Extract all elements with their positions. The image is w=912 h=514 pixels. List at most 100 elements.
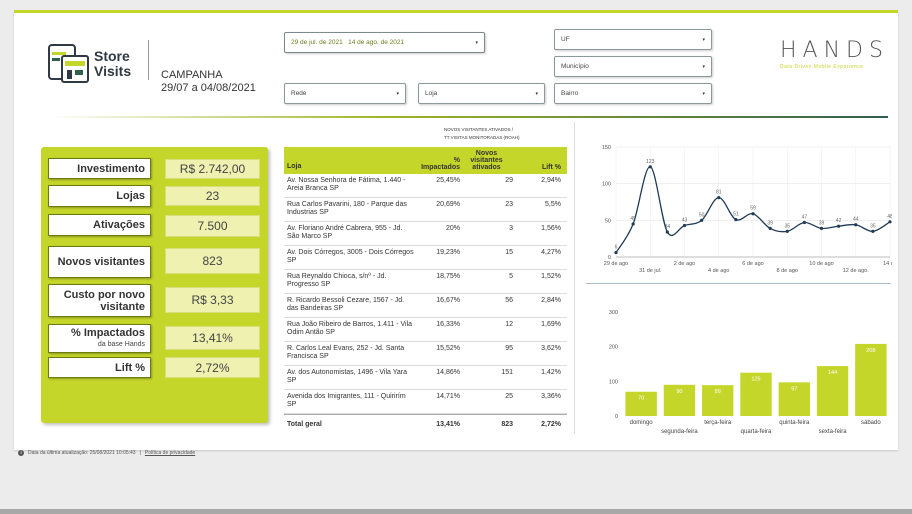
data-point [819, 226, 824, 230]
table-cell: 15,52% [436, 345, 460, 352]
bar [702, 385, 734, 416]
bar-value-label: 208 [866, 348, 875, 354]
x-tick-label: terça-feira [704, 420, 732, 426]
date-end[interactable]: 14 de ago. de 2021 [348, 39, 405, 46]
kpi-lift-label: Lift % [48, 357, 151, 378]
date-start[interactable]: 29 de jul. de 2021 [291, 39, 343, 46]
table-row[interactable]: Av. Floriano André Cabrera, 955 - Jd. Sã… [284, 222, 567, 246]
kpi-investimento-value: R$ 2.742,00 [165, 159, 260, 179]
table-row[interactable]: Av. Dois Córregos, 3005 - Dois Córregos … [284, 246, 567, 270]
x-tick-label: 4 de ago [708, 268, 729, 274]
data-point [751, 212, 755, 216]
table-cell: 56 [505, 297, 513, 304]
table-row[interactable]: R. Carlos Leal Evans, 252 - Jd. Santa Fr… [284, 342, 567, 366]
data-label: 44 [853, 217, 859, 223]
date-range-filter[interactable]: 29 de jul. de 2021 14 de ago. de 2021 ▾ [284, 32, 485, 53]
table-cell: 20,69% [436, 201, 460, 208]
table-cell: 151 [501, 369, 513, 376]
privacy-link[interactable]: Política de privacidade [144, 450, 196, 456]
table-cell: Rua João Ribeiro de Barros, 1.411 - Vila… [287, 321, 413, 336]
stores-table: Loja % Impactados Novos visitantes ativa… [284, 147, 567, 434]
table-row[interactable]: Av. Nossa Senhora de Fátima, 1.440 - Are… [284, 174, 567, 198]
hands-wordmark: HANDS [780, 38, 889, 63]
x-tick-label: quinta-feira [779, 420, 810, 426]
data-point [802, 220, 806, 225]
bar-value-label: 97 [791, 386, 797, 392]
data-label: 6 [615, 245, 618, 251]
x-tick-label: sexta-feira [819, 429, 848, 435]
data-label: 42 [836, 218, 842, 224]
col-novos-visitantes[interactable]: Novos visitantes ativados [470, 150, 503, 171]
bottom-scrollbar[interactable] [0, 509, 912, 514]
campaign-label: CAMPANHA [161, 69, 223, 81]
total-novos-visitantes: 823 [501, 421, 513, 428]
x-tick-label: 29 de ago [604, 261, 628, 267]
weekday-bar-chart: 0 100 200 300 70 domingo 90 segunda-feira 89 terç… [609, 310, 887, 435]
data-label: 50 [699, 212, 705, 218]
table-row[interactable]: Av. dos Autonomistas, 1496 - Vila Yara S… [284, 366, 567, 390]
x-tick-label: quarta-feira [741, 429, 772, 435]
bar-value-label: 125 [751, 377, 760, 383]
data-point [665, 230, 669, 234]
table-note-line2: TT VISITAS MONITORADAS (ROAH) [444, 135, 520, 140]
y-tick-label: 300 [609, 310, 618, 316]
data-point [631, 222, 635, 226]
table-cell: Av. Dois Córregos, 3005 - Dois Córregos … [287, 249, 414, 264]
table-row[interactable]: R. Ricardo Bessoli Cezare, 1567 - Jd. da… [284, 294, 567, 318]
kpi-custo-label: Custo por novo visitante [48, 284, 151, 317]
x-tick-label: segunda-feira [661, 429, 698, 435]
col-loja[interactable]: Loja [287, 163, 302, 170]
logo-line1: Store [94, 48, 130, 64]
chevron-down-icon: ▾ [396, 90, 399, 97]
loja-filter[interactable]: Loja ▾ [418, 83, 545, 104]
table-row[interactable]: Rua João Ribeiro de Barros, 1.411 - Vila… [284, 318, 567, 342]
table-cell: R. Ricardo Bessoli Cezare, 1567 - Jd. da… [287, 297, 405, 312]
bar-value-label: 90 [676, 389, 682, 395]
table-cell: Rua Carlos Pavarini, 180 - Parque das In… [287, 201, 407, 216]
data-label: 43 [682, 217, 688, 223]
table-row[interactable]: Rua Reynaldo Chioca, s/nº - Jd. Progress… [284, 270, 567, 294]
municipio-filter[interactable]: Município ▾ [554, 56, 712, 77]
table-row[interactable]: Avenida dos Imigrantes, 111 - Quirirím S… [284, 390, 567, 414]
header-separator [47, 116, 888, 118]
uf-filter[interactable]: UF ▾ [554, 29, 712, 50]
table-cell: 3,62% [541, 345, 561, 352]
table-note-line1: NOVOS VISITANTES ATIVADOS / [444, 127, 514, 132]
table-cell: 95 [505, 345, 513, 352]
y-tick-label: 0 [615, 414, 618, 420]
x-tick-label: 10 de ago [809, 261, 833, 267]
kpi-custo-value: R$ 3,33 [165, 287, 260, 313]
col-impactados[interactable]: % Impactados [421, 157, 460, 171]
table-cell: 3 [509, 225, 513, 232]
bar [740, 372, 772, 416]
table-cell: 23 [505, 201, 513, 208]
bairro-filter-label: Bairro [561, 90, 579, 97]
table-cell: Av. dos Autonomistas, 1496 - Vila Yara S… [287, 369, 407, 384]
data-label: 51 [733, 212, 739, 218]
kpi-investimento-label: Investimento [48, 158, 151, 179]
chart-separator [586, 283, 891, 284]
total-impactados: 13,41% [436, 421, 460, 428]
chevron-down-icon: ▾ [702, 36, 705, 43]
table-cell: 5 [509, 273, 513, 280]
footer: i Data da última atualização: 25/08/2021… [18, 450, 195, 456]
data-point [717, 196, 721, 200]
footer-sep: | [139, 450, 141, 456]
data-label: 48 [887, 214, 892, 220]
bar-value-label: 144 [828, 370, 837, 376]
data-point [888, 220, 892, 224]
data-label: 123 [646, 159, 655, 165]
x-tick-label: domingo [630, 420, 654, 426]
rede-filter[interactable]: Rede ▾ [284, 83, 406, 104]
table-cell: 2,84% [541, 297, 561, 304]
data-label: 35 [870, 223, 876, 229]
kpi-impactados-label: % Impactados da base Hands [48, 324, 151, 353]
bairro-filter[interactable]: Bairro ▾ [554, 83, 712, 104]
col-lift[interactable]: Lift % [541, 164, 561, 171]
kpi-impactados-sub: da base Hands [97, 340, 145, 348]
table-header: Loja % Impactados Novos visitantes ativa… [284, 147, 567, 174]
table-row[interactable]: Rua Carlos Pavarini, 180 - Parque das In… [284, 198, 567, 222]
y-tick-label: 50 [605, 218, 611, 224]
info-icon: i [18, 450, 24, 456]
y-tick-label: 200 [609, 345, 618, 351]
